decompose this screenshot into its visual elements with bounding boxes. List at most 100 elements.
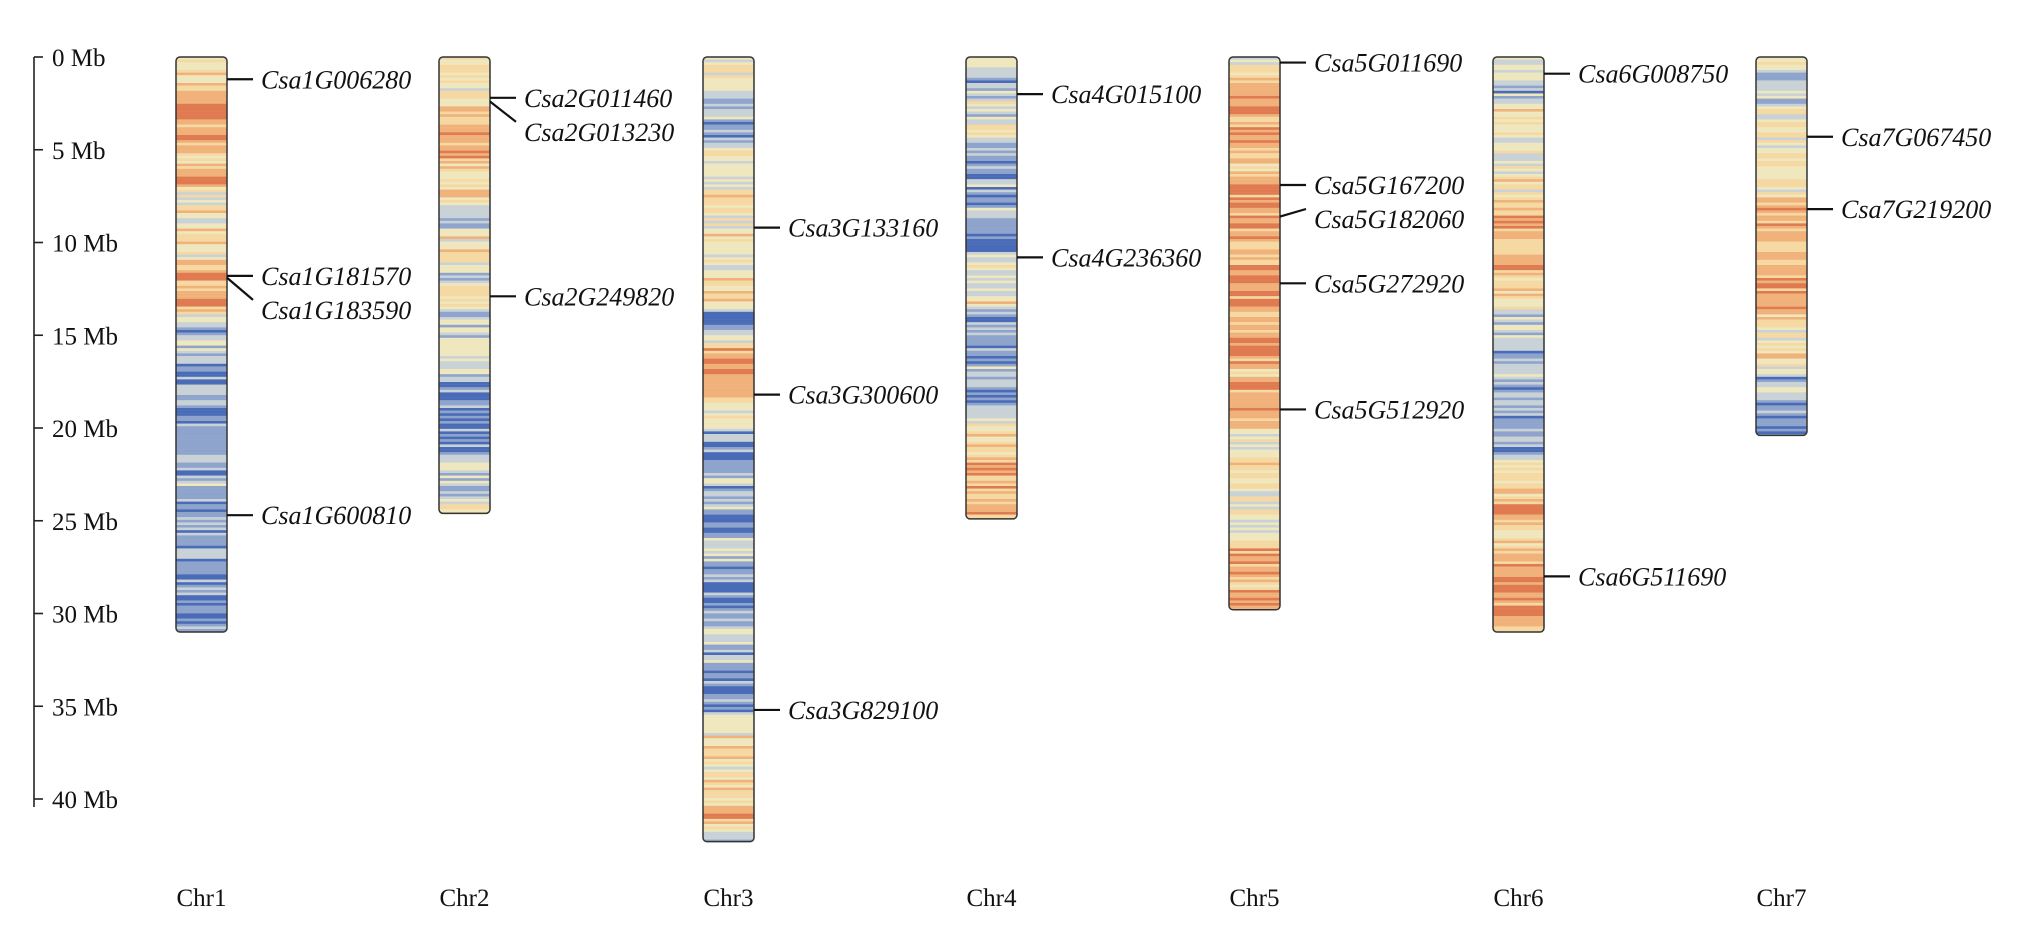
density-band [1229, 361, 1280, 364]
density-band [1493, 384, 1544, 388]
density-band [176, 184, 227, 188]
density-band [1229, 400, 1280, 403]
density-band [1493, 181, 1544, 185]
density-band [1493, 480, 1544, 484]
density-band [176, 475, 227, 479]
density-band [966, 405, 1017, 409]
density-band [703, 140, 754, 143]
density-band [703, 405, 754, 409]
density-band [176, 205, 227, 208]
density-band [966, 480, 1017, 484]
density-band [966, 426, 1017, 429]
density-band [1756, 184, 1807, 188]
density-band [1756, 322, 1807, 325]
density-band [1229, 413, 1280, 416]
density-band [966, 90, 1017, 94]
density-band [1493, 127, 1544, 130]
density-band [966, 119, 1017, 123]
density-band [703, 72, 754, 76]
density-band [1493, 148, 1544, 151]
density-band [176, 428, 227, 432]
density-band [1229, 569, 1280, 572]
density-band [703, 826, 754, 830]
density-band [176, 148, 227, 151]
density-band [176, 337, 227, 341]
density-band [966, 462, 1017, 466]
density-band [1493, 395, 1544, 398]
density-band [703, 192, 754, 195]
density-band [1229, 447, 1280, 450]
density-band [176, 96, 227, 99]
density-band [1493, 605, 1544, 609]
density-band [1493, 93, 1544, 97]
density-band [703, 548, 754, 552]
density-band [966, 254, 1017, 258]
density-band [1229, 577, 1280, 580]
density-band [966, 129, 1017, 133]
density-band [703, 194, 754, 198]
density-band [176, 538, 227, 541]
density-band [966, 192, 1017, 195]
density-band [703, 57, 754, 60]
density-band [703, 161, 754, 164]
density-band [1756, 340, 1807, 344]
density-band [1229, 254, 1280, 258]
density-band [176, 85, 227, 89]
density-band [1756, 421, 1807, 424]
density-band [176, 371, 227, 375]
density-band [176, 241, 227, 245]
density-band [703, 80, 754, 84]
density-band [439, 101, 490, 104]
density-band [966, 389, 1017, 393]
density-band [439, 213, 490, 216]
density-band [966, 85, 1017, 89]
density-band [1756, 215, 1807, 219]
density-band [703, 335, 754, 338]
density-band [1493, 103, 1544, 107]
density-band [176, 223, 227, 227]
density-band [439, 135, 490, 138]
density-band [439, 285, 490, 289]
density-band [1756, 392, 1807, 396]
density-band [703, 179, 754, 182]
density-band [176, 132, 227, 136]
density-band [966, 200, 1017, 203]
density-band [1756, 369, 1807, 372]
density-band [176, 369, 227, 372]
gene-marker-line [1279, 207, 1307, 218]
density-band [1229, 270, 1280, 273]
density-band [703, 629, 754, 632]
density-band [439, 467, 490, 471]
density-band [1493, 101, 1544, 104]
density-band [1493, 413, 1544, 416]
density-band [1756, 176, 1807, 180]
density-band [1229, 369, 1280, 372]
density-band [966, 423, 1017, 427]
density-band [176, 330, 227, 333]
density-band [176, 629, 227, 632]
density-band [966, 447, 1017, 450]
density-band [439, 309, 490, 312]
density-band [703, 415, 754, 419]
density-band [703, 215, 754, 219]
density-band [1756, 428, 1807, 432]
density-band [1493, 241, 1544, 245]
density-band [1229, 285, 1280, 289]
density-band [1229, 527, 1280, 531]
density-heatmap [1756, 57, 1807, 436]
density-band [966, 194, 1017, 198]
density-band [1756, 119, 1807, 123]
density-band [703, 428, 754, 432]
density-band [703, 218, 754, 221]
density-band [1229, 215, 1280, 219]
chromosome-outline [175, 56, 228, 633]
chromosome-outline [965, 56, 1018, 520]
density-band [1493, 491, 1544, 494]
density-band [1756, 213, 1807, 216]
density-band [1229, 288, 1280, 292]
density-band [1229, 93, 1280, 97]
density-band [703, 480, 754, 484]
density-band [176, 252, 227, 255]
density-band [1756, 145, 1807, 149]
density-band [1229, 519, 1280, 523]
